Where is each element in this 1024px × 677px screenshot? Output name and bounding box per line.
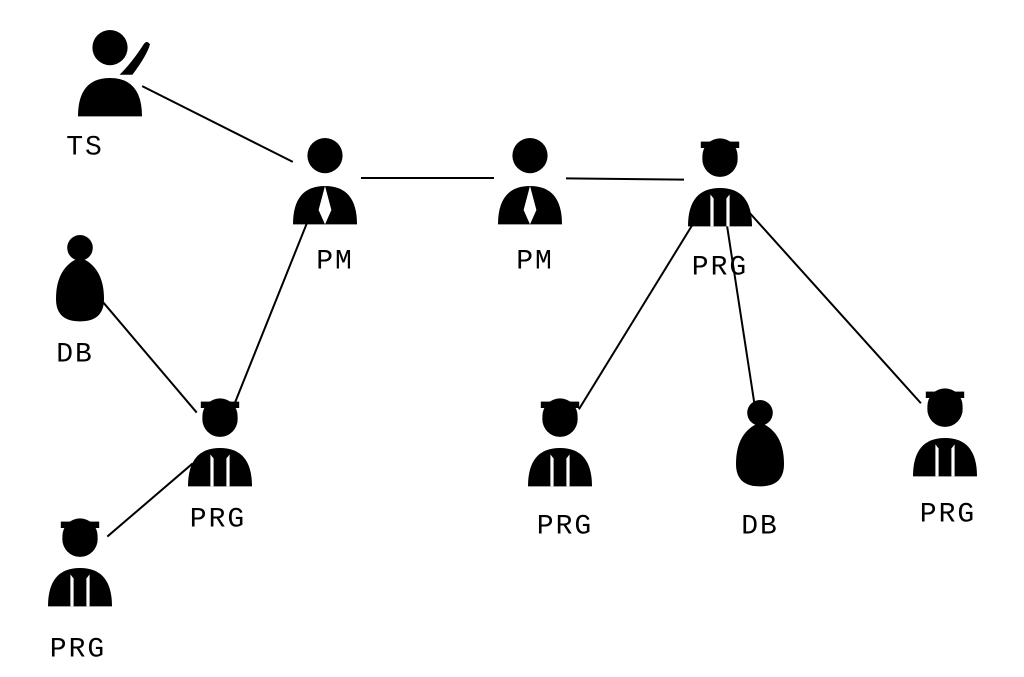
edge — [579, 211, 701, 410]
edge — [566, 178, 684, 179]
node-label: PM — [516, 247, 554, 278]
network-diagram: TS PM PM PRG DB PRG PRG PRG DB PRG — [0, 0, 1024, 677]
node-ts — [70, 20, 150, 120]
node-label: PRG — [692, 253, 748, 284]
node-label: TS — [66, 133, 104, 164]
node-label: PRG — [50, 635, 106, 666]
edge — [142, 86, 293, 162]
node-pm1 — [285, 128, 365, 228]
node-prg_top — [680, 130, 760, 230]
edge — [744, 207, 921, 403]
node-pm2 — [490, 128, 570, 228]
node-db1 — [40, 225, 120, 325]
node-prg_b1 — [520, 390, 600, 490]
node-label: PRG — [920, 500, 976, 531]
node-prg_bl — [40, 510, 120, 610]
node-label: PRG — [190, 505, 246, 536]
node-label: PM — [316, 247, 354, 278]
node-prg_mid — [180, 390, 260, 490]
node-label: DB — [56, 340, 94, 371]
node-prg_b2 — [905, 380, 985, 480]
edges-layer — [0, 0, 1024, 677]
edge — [233, 211, 311, 406]
node-db2 — [720, 390, 800, 490]
node-label: DB — [741, 512, 779, 543]
node-label: PRG — [537, 512, 593, 543]
edge — [725, 216, 754, 405]
